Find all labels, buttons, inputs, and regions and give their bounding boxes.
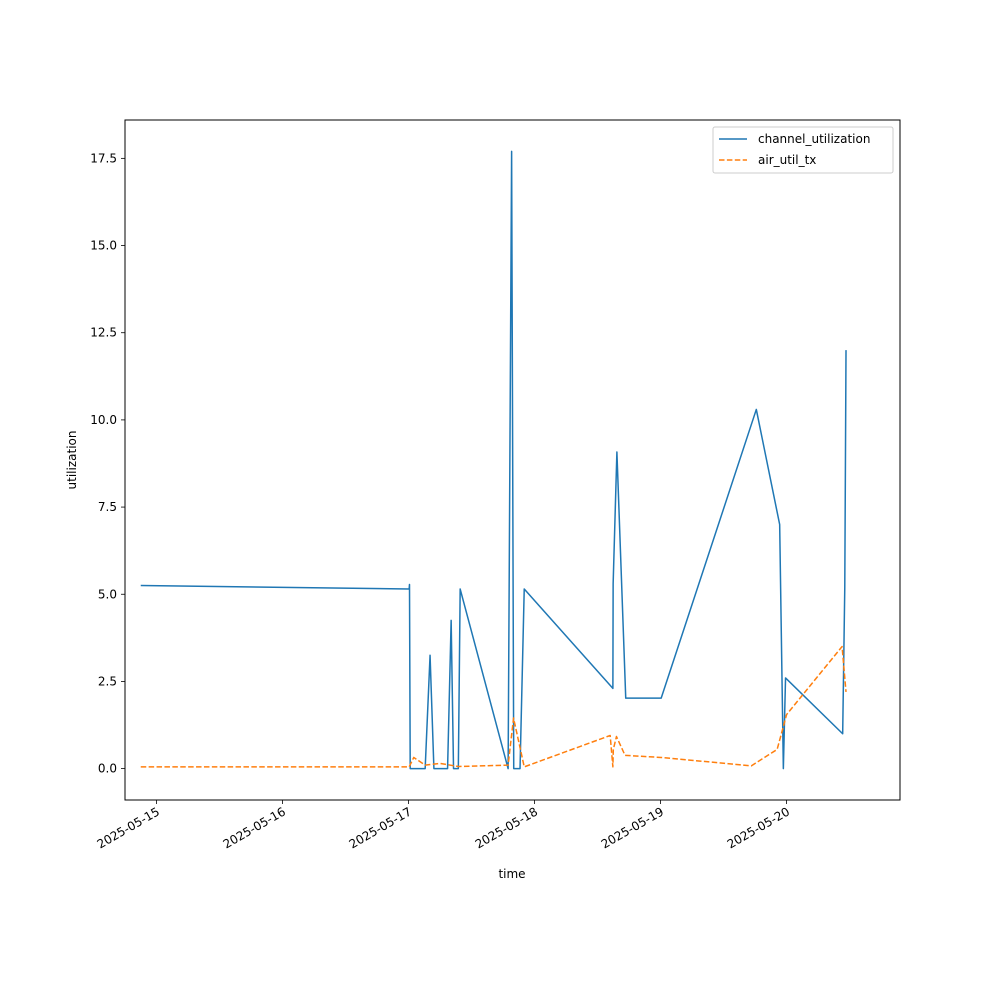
- y-axis: 0.0 2.5 5.0 7.5 10.0 12.5 15.0 17.5: [90, 151, 125, 776]
- y-tick-label: 10.0: [90, 413, 117, 427]
- y-tick-label: 12.5: [90, 326, 117, 340]
- y-tick-label: 5.0: [98, 587, 117, 601]
- series-line-channel-utilization: [140, 150, 847, 770]
- legend-label-channel-utilization: channel_utilization: [758, 132, 870, 146]
- y-tick-label: 0.0: [98, 762, 117, 776]
- y-axis-label: utilization: [65, 431, 79, 490]
- series-line-air-util-tx: [140, 645, 847, 768]
- y-tick-label: 7.5: [98, 500, 117, 514]
- y-tick-label: 15.0: [90, 239, 117, 253]
- plot-frame: [124, 119, 901, 801]
- y-tick-label: 17.5: [90, 151, 117, 165]
- y-tick-label: 2.5: [98, 674, 117, 688]
- legend-box: [712, 126, 894, 174]
- series-layer: [140, 150, 847, 770]
- legend-label-air-util-tx: air_util_tx: [758, 153, 816, 167]
- legend: channel_utilization air_util_tx: [712, 126, 894, 174]
- x-axis-label: time: [498, 867, 525, 881]
